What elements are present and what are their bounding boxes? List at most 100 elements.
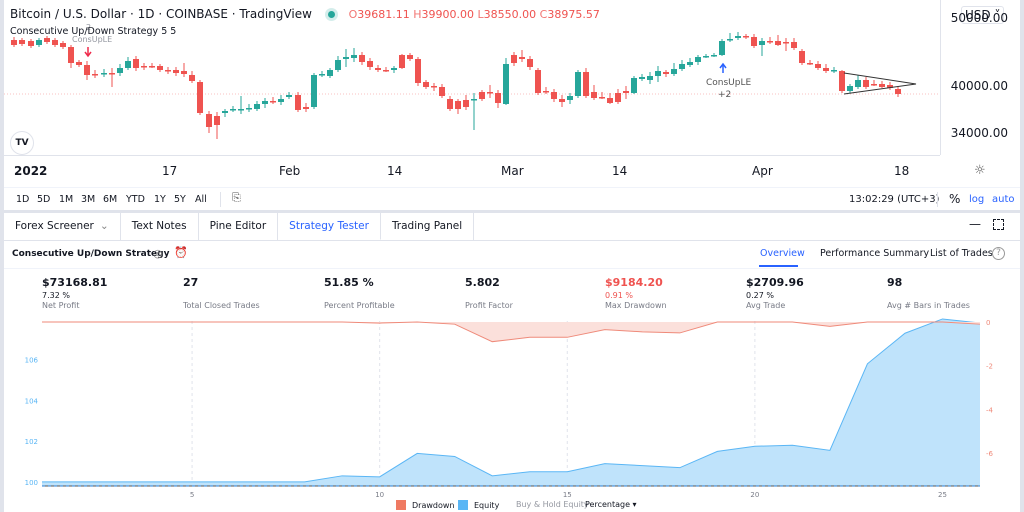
candle[interactable] [887, 82, 893, 90]
candle[interactable] [543, 87, 549, 94]
candle[interactable] [222, 109, 228, 117]
candle[interactable] [141, 63, 147, 70]
currency-button[interactable]: USD ˅ [961, 6, 1005, 24]
candle[interactable] [303, 103, 309, 112]
candle[interactable] [783, 38, 789, 51]
candle[interactable] [671, 63, 677, 76]
candle[interactable] [527, 56, 533, 70]
candle[interactable] [278, 95, 284, 105]
candle[interactable] [19, 38, 25, 46]
candle[interactable] [197, 80, 203, 115]
candle[interactable] [471, 93, 477, 130]
subtab-overview[interactable]: Overview [760, 248, 805, 259]
strategy-settings-icon[interactable]: ◎ [153, 247, 163, 260]
triangle-drawing[interactable] [843, 72, 917, 95]
scale-mode-dropdown[interactable]: Percentage ▾ [585, 500, 637, 509]
legend-equity[interactable]: Equity [458, 500, 499, 510]
candle[interactable] [189, 71, 195, 83]
legend-drawdown[interactable]: Drawdown [396, 500, 454, 510]
candle[interactable] [863, 77, 869, 89]
range-button-6m[interactable]: 6M [103, 194, 118, 205]
candle[interactable] [246, 104, 252, 112]
candle[interactable] [519, 50, 525, 62]
candle[interactable] [759, 38, 765, 56]
range-button-3m[interactable]: 3M [81, 194, 96, 205]
candle[interactable] [751, 34, 757, 48]
candle[interactable] [286, 92, 292, 99]
candle[interactable] [375, 65, 381, 72]
candle[interactable] [855, 75, 861, 89]
range-button-1y[interactable]: 1Y [154, 194, 166, 205]
price-axis[interactable]: USD ˅ 50000.00 40000.00 34000.00 [940, 0, 1020, 155]
candle[interactable] [133, 56, 139, 71]
add-alert-icon[interactable]: ⏰ [174, 246, 188, 259]
candle[interactable] [359, 52, 365, 65]
candle[interactable] [125, 57, 131, 70]
range-button-5d[interactable]: 5D [37, 194, 51, 205]
candle[interactable] [173, 67, 179, 76]
tab-trading-panel[interactable]: Trading Panel [381, 213, 475, 240]
candle[interactable] [28, 39, 34, 48]
candle[interactable] [254, 101, 260, 111]
clock[interactable]: 13:02:29 (UTC+3) [849, 194, 940, 205]
candle[interactable] [36, 38, 42, 47]
candle[interactable] [165, 67, 171, 74]
candle[interactable] [567, 93, 573, 104]
candle[interactable] [76, 60, 82, 67]
candle[interactable] [230, 106, 236, 112]
candle[interactable] [831, 67, 837, 73]
candle[interactable] [591, 85, 597, 100]
candle[interactable] [335, 56, 341, 72]
go-to-date-icon[interactable]: ⎘ [232, 191, 241, 204]
candle[interactable] [101, 69, 107, 77]
candle[interactable] [623, 86, 629, 99]
candle[interactable] [295, 92, 301, 112]
candle[interactable] [109, 68, 115, 87]
candle[interactable] [879, 81, 885, 88]
candle[interactable] [607, 93, 613, 104]
candle[interactable] [44, 36, 50, 44]
candle[interactable] [495, 90, 501, 108]
main-chart-pane[interactable]: ConsUpLE 2 ConsUpLE +2 Bitcoin / U.S. Dolla… [4, 0, 1020, 210]
candle[interactable] [447, 96, 453, 111]
candle[interactable] [262, 98, 268, 108]
candle[interactable] [631, 76, 637, 94]
candle[interactable] [92, 70, 98, 78]
candle[interactable] [149, 63, 155, 68]
candle[interactable] [343, 49, 349, 67]
candle[interactable] [181, 63, 187, 77]
candle[interactable] [60, 41, 66, 49]
candle[interactable] [214, 112, 220, 139]
minimize-panel-button[interactable]: — [969, 217, 981, 231]
candle[interactable] [575, 70, 581, 98]
help-icon[interactable]: ? [992, 247, 1005, 260]
candle[interactable] [351, 48, 357, 62]
candle[interactable] [423, 80, 429, 89]
candle[interactable] [807, 60, 813, 65]
candle[interactable] [847, 84, 853, 93]
candle[interactable] [383, 67, 389, 72]
candle[interactable] [455, 99, 461, 114]
range-button-1d[interactable]: 1D [16, 194, 30, 205]
log-scale-button[interactable]: log [969, 194, 985, 205]
candle[interactable] [479, 90, 485, 101]
candle[interactable] [679, 60, 685, 71]
candle[interactable] [391, 66, 397, 73]
candle[interactable] [84, 61, 90, 80]
candle[interactable] [743, 34, 749, 39]
candle[interactable] [647, 72, 653, 84]
candle[interactable] [823, 64, 829, 73]
candlestick-chart[interactable]: ConsUpLE 2 ConsUpLE +2 [4, 0, 940, 155]
candle[interactable] [511, 52, 517, 66]
candle[interactable] [687, 58, 693, 67]
candle[interactable] [407, 53, 413, 61]
candle[interactable] [711, 53, 717, 57]
candle[interactable] [871, 80, 877, 86]
time-axis[interactable]: 2022 17 Feb 14 Mar 14 Apr 18 [4, 155, 940, 185]
strategy-legend[interactable]: Consecutive Up/Down Strategy 5 5 [10, 26, 177, 37]
auto-scale-button[interactable]: auto [992, 194, 1015, 205]
candle[interactable] [206, 111, 212, 133]
chevron-down-icon[interactable]: ⌄ [99, 220, 109, 232]
candle[interactable] [815, 61, 821, 70]
candle[interactable] [431, 83, 437, 91]
